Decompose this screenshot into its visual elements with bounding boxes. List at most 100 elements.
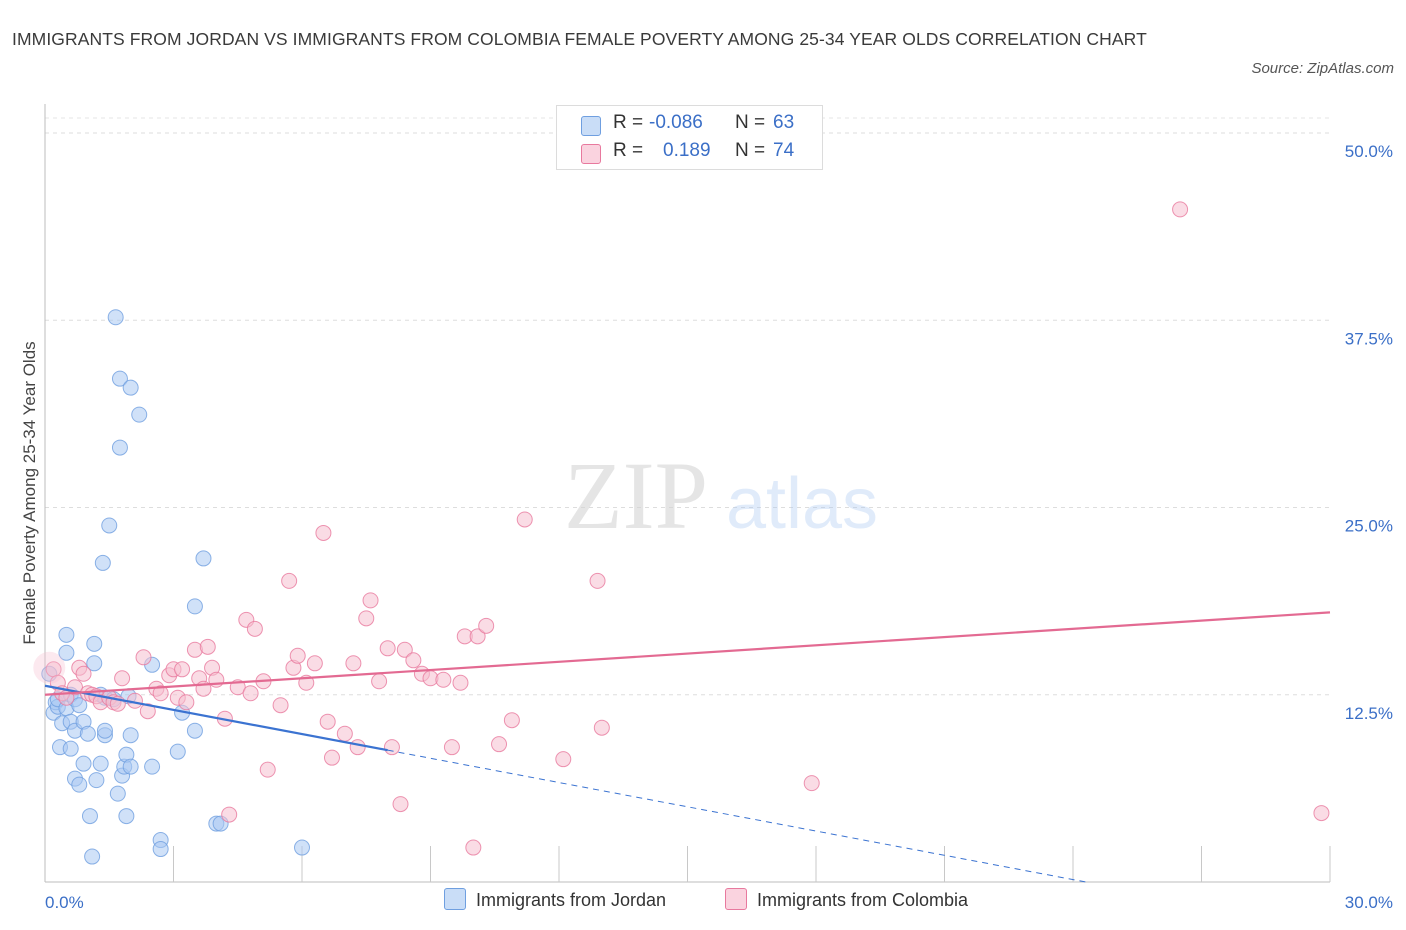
point-colombia <box>75 665 92 682</box>
point-jordan <box>131 406 148 423</box>
chart-title: IMMIGRANTS FROM JORDAN VS IMMIGRANTS FRO… <box>12 29 1147 49</box>
point-jordan <box>152 841 169 858</box>
point-jordan <box>186 598 203 615</box>
point-jordan <box>81 808 98 825</box>
point-colombia <box>323 749 340 766</box>
point-jordan <box>58 626 75 643</box>
point-jordan <box>122 727 139 744</box>
legend-swatch-colombia <box>581 144 601 164</box>
point-jordan <box>92 755 109 772</box>
point-jordan <box>71 776 88 793</box>
point-jordan <box>294 839 310 856</box>
point-jordan <box>122 379 139 396</box>
point-colombia <box>396 641 413 658</box>
point-jordan <box>122 758 139 775</box>
point-colombia <box>383 739 400 756</box>
trend-lines <box>44 611 1331 883</box>
point-colombia <box>345 655 362 672</box>
legend: R = -0.086 N = 63 R = 0.189 N = 74 <box>556 105 823 170</box>
point-jordan <box>195 550 212 567</box>
legend-r-label: R = <box>613 112 644 133</box>
point-jordan <box>71 697 88 714</box>
point-colombia <box>199 638 216 655</box>
point-jordan <box>169 743 186 760</box>
point-colombia <box>178 694 195 711</box>
point-colombia <box>405 652 422 669</box>
point-colombia <box>174 661 191 678</box>
grid-lines <box>45 117 1330 696</box>
legend-r-label: R = <box>613 140 644 161</box>
point-colombia <box>593 719 610 736</box>
bottom-legend-jordan: Immigrants from Jordan <box>444 888 666 911</box>
bottom-legend-label-jordan: Immigrants from Jordan <box>476 890 667 910</box>
point-jordan <box>111 439 128 456</box>
point-colombia <box>452 674 469 691</box>
point-colombia <box>221 806 238 823</box>
point-colombia <box>152 685 169 702</box>
legend-n-label: N = <box>735 112 766 133</box>
point-jordan <box>62 740 79 757</box>
point-jordan <box>86 655 103 672</box>
point-colombia <box>246 620 263 637</box>
point-colombia <box>362 592 379 609</box>
point-colombia <box>139 703 156 720</box>
point-colombia <box>491 736 508 753</box>
point-colombia <box>259 761 276 778</box>
point-jordan <box>109 785 126 802</box>
legend-swatch-jordan <box>581 116 601 136</box>
point-jordan <box>101 517 118 534</box>
point-colombia <box>589 572 606 589</box>
point-colombia <box>435 671 452 688</box>
legend-n-value: 74 <box>773 140 795 161</box>
x-tick-label: 0.0% <box>45 893 84 912</box>
point-jordan <box>186 722 203 739</box>
point-jordan <box>144 758 161 775</box>
point-colombia <box>272 697 289 714</box>
data-points <box>33 201 1330 865</box>
point-colombia <box>336 725 353 742</box>
point-jordan <box>111 370 128 387</box>
bottom-legend-swatch-jordan <box>444 888 466 910</box>
y-tick-label: 37.5% <box>1345 329 1393 348</box>
point-colombia <box>315 524 332 541</box>
point-colombia <box>1172 201 1189 218</box>
point-jordan <box>88 772 105 789</box>
point-jordan <box>79 725 96 742</box>
point-jordan <box>94 554 111 571</box>
point-colombia <box>306 655 323 672</box>
point-colombia <box>516 511 533 528</box>
point-jordan <box>96 722 113 739</box>
point-jordan <box>118 808 135 825</box>
y-tick-label: 50.0% <box>1345 142 1393 161</box>
point-colombia <box>555 751 572 768</box>
legend-r-value: 0.189 <box>663 140 711 161</box>
point-jordan <box>75 755 92 772</box>
bottom-legend-label-colombia: Immigrants from Colombia <box>757 890 969 910</box>
point-colombia <box>1313 805 1330 822</box>
point-colombia <box>349 739 366 756</box>
chart-source: Source: ZipAtlas.com <box>1251 60 1394 77</box>
point-jordan <box>86 635 103 652</box>
point-colombia <box>803 775 820 792</box>
watermark-zip: ZIP <box>564 442 708 549</box>
point-colombia <box>478 617 495 634</box>
axes <box>44 104 1331 883</box>
point-colombia <box>379 640 396 657</box>
point-jordan <box>58 644 75 661</box>
trend-line-jordan <box>44 684 388 752</box>
point-colombia <box>503 712 520 729</box>
legend-n-value: 63 <box>773 112 795 133</box>
point-colombia <box>319 713 336 730</box>
bottom-legend-swatch-colombia <box>725 888 747 910</box>
point-jordan <box>107 309 124 326</box>
point-colombia <box>289 647 306 664</box>
point-colombia <box>465 839 482 856</box>
tick-labels: 12.5% 25.0% 37.5% 50.0% 0.0% 30.0% <box>45 142 1393 912</box>
point-colombia <box>392 796 409 813</box>
legend-n-label: N = <box>735 140 766 161</box>
point-colombia <box>371 673 388 690</box>
point-colombia-cluster <box>33 651 66 684</box>
point-colombia <box>443 739 460 756</box>
point-jordan <box>84 848 101 865</box>
